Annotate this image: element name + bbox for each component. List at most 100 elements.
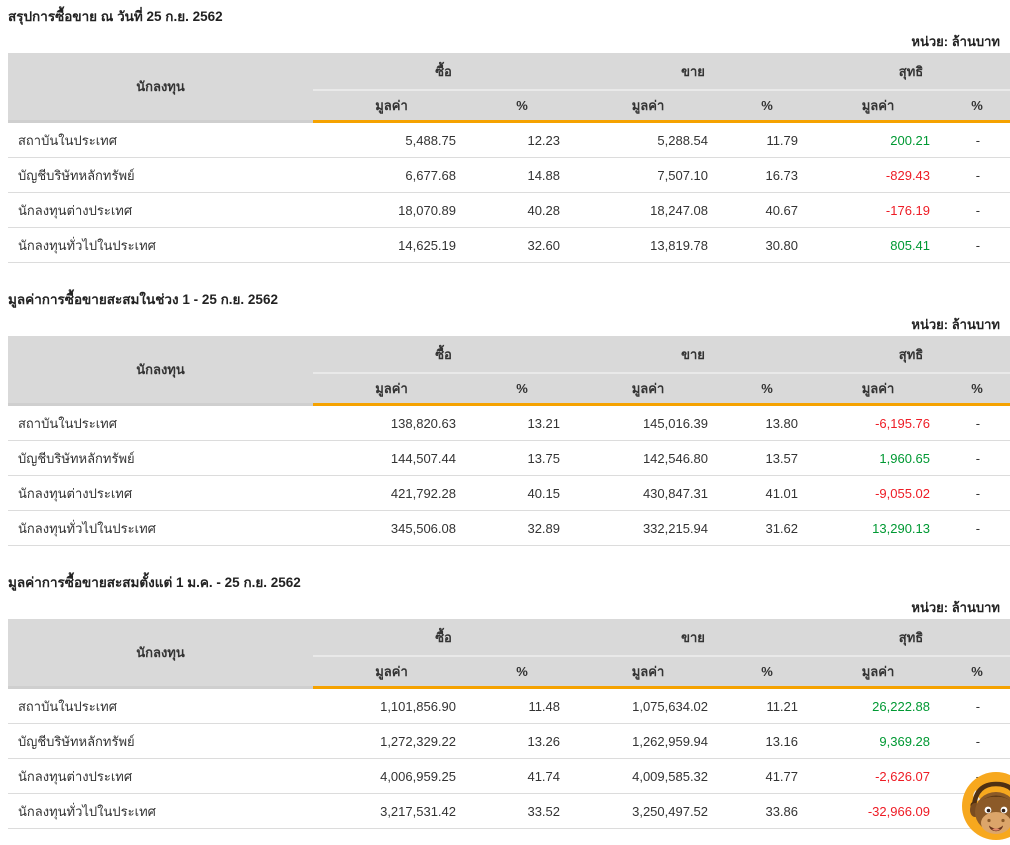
table-row: สถาบันในประเทศ 138,820.63 13.21 145,016.… [8, 404, 1010, 441]
sell-value-cell: 5,288.54 [574, 121, 723, 158]
buy-percent-cell: 33.52 [470, 793, 575, 829]
buy-value-cell: 144,507.44 [313, 440, 470, 476]
col-subheader-net-percent: % [944, 90, 1010, 123]
col-header-investor: นักลงทุน [8, 619, 313, 689]
sell-percent-cell: 41.77 [722, 758, 813, 794]
table-row: บัญชีบริษัทหลักทรัพย์ 144,507.44 13.75 1… [8, 440, 1010, 476]
unit-label: หน่วย: ล้านบาท [911, 600, 1000, 615]
col-subheader-sell-value: มูลค่า [574, 90, 723, 123]
sell-percent-cell: 13.80 [722, 404, 813, 441]
net-value-cell: 1,960.65 [812, 440, 945, 476]
sell-percent-cell: 11.21 [722, 687, 813, 724]
buy-percent-cell: 12.23 [470, 121, 575, 158]
buy-percent-cell: 32.60 [470, 227, 575, 263]
net-value-cell: -176.19 [812, 192, 945, 228]
table-row: บัญชีบริษัทหลักทรัพย์ 1,272,329.22 13.26… [8, 723, 1010, 759]
investor-name-cell: สถาบันในประเทศ [8, 687, 313, 724]
buy-value-cell: 138,820.63 [313, 404, 470, 441]
net-percent-cell: - [944, 157, 1010, 193]
col-subheader-buy-value: มูลค่า [313, 90, 470, 123]
col-subheader-buy-percent: % [470, 90, 575, 123]
net-percent-cell: - [944, 510, 1010, 546]
table-header: นักลงทุน ซื้อ ขาย สุทธิ มูลค่า % มูลค่า … [8, 53, 1010, 123]
table-row: นักลงทุนทั่วไปในประเทศ 345,506.08 32.89 … [8, 510, 1010, 546]
buy-value-cell: 6,677.68 [313, 157, 470, 193]
buy-value-cell: 1,101,856.90 [313, 687, 470, 724]
sell-percent-cell: 31.62 [722, 510, 813, 546]
col-header-buy: ซื้อ [313, 619, 575, 657]
col-subheader-net-value: มูลค่า [812, 90, 945, 123]
net-value-cell: -829.43 [812, 157, 945, 193]
buy-value-cell: 5,488.75 [313, 121, 470, 158]
buy-percent-cell: 40.15 [470, 475, 575, 511]
chat-mascot-button[interactable] [962, 772, 1010, 840]
net-value-cell: 200.21 [812, 121, 945, 158]
net-percent-cell: - [944, 723, 1010, 759]
buy-percent-cell: 11.48 [470, 687, 575, 724]
sell-value-cell: 1,262,959.94 [574, 723, 723, 759]
col-subheader-net-percent: % [944, 656, 1010, 689]
sell-value-cell: 7,507.10 [574, 157, 723, 193]
buy-percent-cell: 13.26 [470, 723, 575, 759]
buy-percent-cell: 14.88 [470, 157, 575, 193]
investor-name-cell: สถาบันในประเทศ [8, 121, 313, 158]
net-percent-cell: - [944, 687, 1010, 724]
net-percent-cell: - [944, 121, 1010, 158]
sell-percent-cell: 33.86 [722, 793, 813, 829]
sell-value-cell: 1,075,634.02 [574, 687, 723, 724]
sell-percent-cell: 13.16 [722, 723, 813, 759]
net-percent-cell: - [944, 404, 1010, 441]
col-subheader-net-value: มูลค่า [812, 373, 945, 406]
trading-summary-section-year-to-date: มูลค่าการซื้อขายสะสมตั้งแต่ 1 ม.ค. - 25 … [8, 574, 1010, 829]
col-subheader-sell-percent: % [722, 373, 813, 406]
net-value-cell: -32,966.09 [812, 793, 945, 829]
net-percent-cell: - [944, 475, 1010, 511]
header-group-row: นักลงทุน ซื้อ ขาย สุทธิ [8, 619, 1010, 689]
header-sub-row: มูลค่า % มูลค่า % มูลค่า % [8, 373, 1010, 406]
sell-value-cell: 4,009,585.32 [574, 758, 723, 794]
investor-name-cell: บัญชีบริษัทหลักทรัพย์ [8, 157, 313, 193]
buy-percent-cell: 13.21 [470, 404, 575, 441]
buy-value-cell: 421,792.28 [313, 475, 470, 511]
header-group-row: นักลงทุน ซื้อ ขาย สุทธิ [8, 336, 1010, 406]
table-header: นักลงทุน ซื้อ ขาย สุทธิ มูลค่า % มูลค่า … [8, 336, 1010, 406]
net-value-cell: 13,290.13 [812, 510, 945, 546]
table-row: นักลงทุนทั่วไปในประเทศ 14,625.19 32.60 1… [8, 227, 1010, 263]
col-subheader-buy-value: มูลค่า [313, 373, 470, 406]
sell-percent-cell: 40.67 [722, 192, 813, 228]
buy-value-cell: 4,006,959.25 [313, 758, 470, 794]
investor-name-cell: บัญชีบริษัทหลักทรัพย์ [8, 440, 313, 476]
table-row: บัญชีบริษัทหลักทรัพย์ 6,677.68 14.88 7,5… [8, 157, 1010, 193]
sell-percent-cell: 16.73 [722, 157, 813, 193]
section-title: สรุปการซื้อขาย ณ วันที่ 25 ก.ย. 2562 [8, 9, 223, 24]
table-row: นักลงทุนต่างประเทศ 4,006,959.25 41.74 4,… [8, 758, 1010, 794]
buy-percent-cell: 40.28 [470, 192, 575, 228]
col-header-buy: ซื้อ [313, 53, 575, 91]
investor-name-cell: นักลงทุนทั่วไปในประเทศ [8, 793, 313, 829]
net-value-cell: 9,369.28 [812, 723, 945, 759]
buy-value-cell: 1,272,329.22 [313, 723, 470, 759]
table-row: นักลงทุนทั่วไปในประเทศ 3,217,531.42 33.5… [8, 793, 1010, 829]
sell-value-cell: 332,215.94 [574, 510, 723, 546]
col-header-investor: นักลงทุน [8, 336, 313, 406]
sell-value-cell: 13,819.78 [574, 227, 723, 263]
section-title: มูลค่าการซื้อขายสะสมในช่วง 1 - 25 ก.ย. 2… [8, 292, 278, 307]
col-header-sell: ขาย [574, 53, 813, 91]
investor-name-cell: สถาบันในประเทศ [8, 404, 313, 441]
col-subheader-net-percent: % [944, 373, 1010, 406]
buy-percent-cell: 13.75 [470, 440, 575, 476]
investor-trading-table: นักลงทุน ซื้อ ขาย สุทธิ มูลค่า % มูลค่า … [8, 336, 1010, 546]
buy-percent-cell: 32.89 [470, 510, 575, 546]
col-subheader-sell-percent: % [722, 656, 813, 689]
investor-trading-table: นักลงทุน ซื้อ ขาย สุทธิ มูลค่า % มูลค่า … [8, 53, 1010, 263]
col-subheader-net-value: มูลค่า [812, 656, 945, 689]
net-value-cell: 805.41 [812, 227, 945, 263]
col-header-net: สุทธิ [812, 53, 1010, 91]
col-subheader-buy-percent: % [470, 656, 575, 689]
sell-value-cell: 145,016.39 [574, 404, 723, 441]
table-row: สถาบันในประเทศ 5,488.75 12.23 5,288.54 1… [8, 121, 1010, 158]
investor-name-cell: นักลงทุนทั่วไปในประเทศ [8, 227, 313, 263]
table-row: นักลงทุนต่างประเทศ 421,792.28 40.15 430,… [8, 475, 1010, 511]
net-value-cell: -6,195.76 [812, 404, 945, 441]
unit-label: หน่วย: ล้านบาท [911, 34, 1000, 49]
